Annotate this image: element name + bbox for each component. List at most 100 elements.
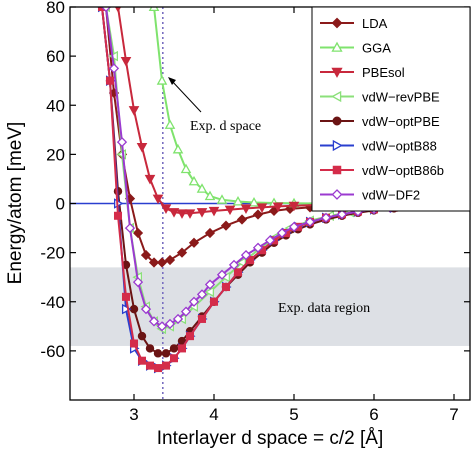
- y-tick-label: -60: [40, 342, 65, 361]
- data-point: [140, 303, 152, 315]
- legend-label: vdW−optB86b: [362, 163, 444, 178]
- data-point: [132, 227, 144, 239]
- data-point: [161, 349, 171, 358]
- data-point: [184, 209, 196, 219]
- legend-entry: PBEsol: [320, 65, 405, 80]
- data-point: [172, 313, 184, 325]
- data-point: [252, 209, 264, 220]
- x-tick-label: 4: [209, 405, 218, 424]
- legend-entry: vdW−revPBE: [320, 90, 440, 105]
- data-point: [144, 174, 156, 185]
- data-point: [160, 204, 172, 214]
- y-tick-label: 80: [46, 0, 65, 17]
- legend-label: PBEsol: [362, 65, 405, 80]
- data-point: [136, 142, 148, 153]
- exp-d-space-label: Exp. d space: [190, 119, 261, 134]
- legend-entry: vdW−optPBE: [320, 114, 440, 129]
- data-point: [97, 7, 107, 12]
- data-point: [304, 216, 316, 228]
- data-point: [332, 139, 343, 152]
- data-point: [128, 106, 140, 116]
- data-point: [204, 227, 216, 239]
- data-point: [137, 331, 147, 341]
- legend-label: vdW−DF2: [362, 188, 420, 203]
- data-point: [320, 212, 332, 223]
- arrow-head-icon: [168, 77, 176, 85]
- data-point: [164, 318, 176, 329]
- x-tick-label: 5: [289, 405, 298, 424]
- data-point: [124, 222, 136, 234]
- data-point: [156, 75, 168, 85]
- data-point: [105, 76, 115, 85]
- data-point: [288, 221, 300, 232]
- data-point: [204, 286, 215, 298]
- data-point: [204, 279, 216, 290]
- y-tick-label: -40: [40, 293, 65, 312]
- data-point: [224, 205, 236, 216]
- data-point: [245, 255, 255, 265]
- data-point: [188, 175, 200, 186]
- data-point: [331, 67, 343, 78]
- data-point: [256, 203, 268, 213]
- exp-d-space-arrow: [170, 79, 202, 113]
- legend-box: [311, 6, 471, 212]
- data-point: [331, 90, 342, 103]
- data-point: [331, 17, 343, 29]
- data-point: [188, 237, 200, 248]
- data-point: [140, 249, 152, 261]
- data-point: [204, 190, 216, 201]
- y-tick-label: 40: [46, 96, 65, 115]
- data-point: [216, 269, 228, 280]
- data-point: [188, 296, 200, 307]
- data-point: [252, 242, 264, 253]
- data-point: [148, 316, 160, 327]
- data-point: [232, 195, 244, 206]
- x-tick-label: 7: [449, 405, 458, 424]
- data-point: [331, 189, 343, 200]
- data-point: [331, 41, 343, 52]
- legend: LDA GGA PBEsol vdW−revPBE vdW−optPBE vdW−optB…: [311, 6, 471, 212]
- data-point: [196, 183, 208, 193]
- data-point: [168, 208, 180, 218]
- data-point: [185, 332, 195, 341]
- data-point: [240, 204, 252, 214]
- data-point: [236, 214, 248, 225]
- exp-data-region: [70, 267, 470, 346]
- legend-label: vdW−optB88: [362, 139, 437, 154]
- data-point: [332, 116, 342, 126]
- data-point: [216, 194, 228, 204]
- data-point: [209, 297, 219, 306]
- y-tick-label: 0: [56, 195, 65, 214]
- y-tick-label: 60: [46, 47, 65, 66]
- data-point: [228, 259, 240, 271]
- data-point: [148, 257, 160, 268]
- data-point: [120, 57, 132, 67]
- y-tick-label: -20: [40, 244, 65, 263]
- data-point: [116, 136, 128, 148]
- data-point: [132, 276, 144, 288]
- legend-label: vdW−optPBE: [362, 114, 440, 129]
- data-point: [153, 349, 163, 358]
- legend-label: GGA: [362, 41, 391, 56]
- data-point: [164, 254, 176, 266]
- data-point: [129, 339, 139, 348]
- data-point: [172, 143, 184, 154]
- data-point: [236, 257, 247, 268]
- x-tick-label: 6: [369, 405, 378, 424]
- data-point: [153, 364, 163, 373]
- data-point: [240, 249, 252, 261]
- data-point: [164, 119, 176, 129]
- data-point: [332, 165, 342, 175]
- legend-label: LDA: [362, 16, 388, 31]
- data-point: [121, 303, 132, 315]
- data-point: [145, 344, 155, 353]
- data-point: [176, 247, 188, 258]
- series-vdW−optB86b: [97, 7, 470, 373]
- x-axis-label: Interlayer d space = c/2 [Å]: [157, 428, 384, 449]
- data-point: [233, 268, 243, 277]
- data-point: [248, 196, 260, 207]
- legend-entry: vdW−optB88: [320, 139, 437, 154]
- data-point: [288, 201, 300, 212]
- legend-entry: vdW−DF2: [320, 188, 420, 203]
